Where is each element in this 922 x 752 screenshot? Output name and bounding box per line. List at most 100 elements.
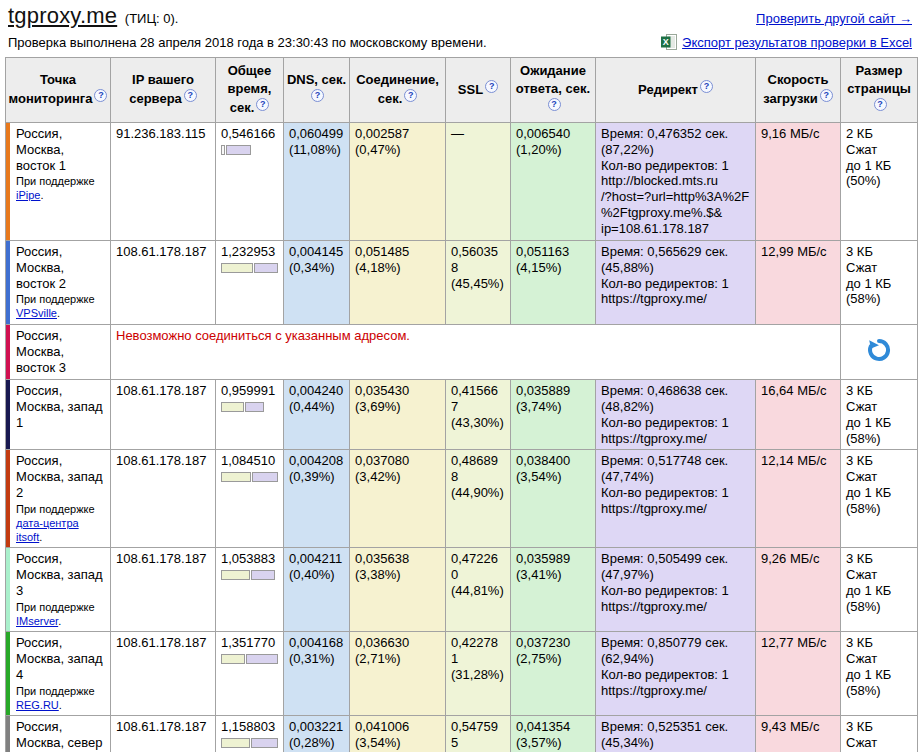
table-row: Россия, Москва, северПри поддержке Hostl… bbox=[6, 716, 918, 752]
support-link[interactable]: IMserver bbox=[16, 615, 58, 627]
ssl-cell: 0,547595(47,26%) bbox=[446, 716, 511, 752]
time-bar-segment bbox=[252, 472, 278, 482]
help-icon[interactable]: ? bbox=[404, 89, 417, 102]
speed-cell: 12,14 МБ/с bbox=[756, 450, 841, 548]
wait-cell: 0,037230(2,75%) bbox=[511, 632, 596, 716]
page-size-cell: 2 КБСжатдо 1 КБ(50%) bbox=[841, 122, 918, 240]
total-time-value: 1,158803 bbox=[221, 719, 275, 734]
time-bar-segment bbox=[221, 263, 253, 273]
col-header-monitoring-point: Точка мониторинга? bbox=[6, 58, 111, 123]
ip-value: 108.61.178.187 bbox=[116, 635, 206, 650]
tic-label: (ТИЦ: 0). bbox=[125, 11, 179, 26]
site-heading: tgproxy.me (ТИЦ: 0). bbox=[8, 3, 178, 29]
ip-cell: 108.61.178.187 bbox=[111, 548, 216, 632]
total-time-value: 1,084510 bbox=[221, 453, 275, 468]
speed-value: 9,43 МБ/с bbox=[761, 719, 819, 734]
sub-bar: Проверка выполнена 28 апреля 2018 года в… bbox=[0, 29, 922, 54]
help-icon[interactable]: ? bbox=[820, 89, 833, 102]
redirect-cell: Время: 0,850779 сек.(62,94%)Кол-во редир… bbox=[596, 632, 756, 716]
monitoring-point-cell: Россия, Москва, восток 1При поддержке iP… bbox=[6, 122, 111, 240]
ssl-cell: — bbox=[446, 122, 511, 240]
col-header-total-time: Общее время, сек.? bbox=[216, 58, 284, 123]
help-icon[interactable]: ? bbox=[548, 98, 561, 111]
support-note: При поддержке REG.RU. bbox=[16, 685, 105, 713]
col-header-wait: Ожидание ответа, сек.? bbox=[511, 58, 596, 123]
ip-value: 108.61.178.187 bbox=[116, 453, 206, 468]
site-title-link[interactable]: tgproxy.me bbox=[8, 3, 117, 28]
location-label: Россия, Москва, восток 1 bbox=[16, 126, 66, 173]
page-size-cell: 3 КБСжатдо 1 КБ(58%) bbox=[841, 716, 918, 752]
excel-icon: X bbox=[661, 34, 677, 50]
page-size-cell: 3 КБСжатдо 1 КБ(58%) bbox=[841, 240, 918, 324]
help-icon[interactable]: ? bbox=[94, 89, 107, 102]
dns-cell: 0,004211(0,40%) bbox=[284, 548, 350, 632]
total-time-value: 1,053883 bbox=[221, 551, 275, 566]
ip-value: 108.61.178.187 bbox=[116, 383, 206, 398]
time-bar-segment bbox=[221, 738, 250, 748]
ssl-cell: 0,486898(44,90%) bbox=[446, 450, 511, 548]
time-bar-segment bbox=[226, 145, 251, 155]
col-header-dns: DNS, сек.? bbox=[284, 58, 350, 123]
speed-value: 9,16 МБ/с bbox=[761, 126, 819, 141]
check-info-text: Проверка выполнена 28 апреля 2018 года в… bbox=[8, 35, 487, 50]
col-header-speed: Скорость загрузки? bbox=[756, 58, 841, 123]
row-accent bbox=[6, 716, 10, 752]
table-row: Россия, Москва, запад 3При поддержке IMs… bbox=[6, 548, 918, 632]
support-link[interactable]: дата-центра itsoft bbox=[16, 517, 79, 543]
support-link[interactable]: iPipe bbox=[16, 189, 40, 201]
time-bar bbox=[221, 145, 278, 155]
page-size-cell: 3 КБСжатдо 1 КБ(58%) bbox=[841, 548, 918, 632]
support-note: При поддержке дата-центра itsoft. bbox=[16, 503, 105, 544]
total-time-cell: 1,053883 bbox=[216, 548, 284, 632]
page-size-cell: 3 КБСжатдо 1 КБ(58%) bbox=[841, 379, 918, 449]
help-icon[interactable]: ? bbox=[485, 80, 498, 93]
help-icon[interactable]: ? bbox=[311, 89, 324, 102]
ssl-cell: 0,560358(45,45%) bbox=[446, 240, 511, 324]
table-row: Россия, Москва, запад 2При поддержке дат… bbox=[6, 450, 918, 548]
help-icon[interactable]: ? bbox=[874, 98, 887, 111]
svg-text:X: X bbox=[663, 37, 669, 47]
export-excel-link[interactable]: Экспорт результатов проверки в Excel bbox=[682, 35, 912, 50]
help-icon[interactable]: ? bbox=[184, 89, 197, 102]
support-link[interactable]: VPSville bbox=[16, 307, 57, 319]
redirect-cell: Время: 0,468638 сек.(48,82%)Кол-во редир… bbox=[596, 379, 756, 449]
ip-cell: 108.61.178.187 bbox=[111, 379, 216, 449]
monitoring-point-cell: Россия, Москва, восток 2При поддержке VP… bbox=[6, 240, 111, 324]
speed-value: 12,77 МБ/с bbox=[761, 635, 827, 650]
redirect-cell: Время: 0,525351 сек.(45,34%)Кол-во редир… bbox=[596, 716, 756, 752]
total-time-value: 1,232953 bbox=[221, 244, 275, 259]
total-time-value: 1,351770 bbox=[221, 635, 275, 650]
speed-value: 12,14 МБ/с bbox=[761, 453, 827, 468]
table-row: Россия, Москва, восток 2При поддержке VP… bbox=[6, 240, 918, 324]
time-bar bbox=[221, 654, 278, 664]
results-tbody: Россия, Москва, восток 1При поддержке iP… bbox=[6, 122, 918, 752]
help-icon[interactable]: ? bbox=[256, 98, 269, 111]
row-accent bbox=[6, 548, 10, 631]
total-time-value: 0,959991 bbox=[221, 383, 275, 398]
time-bar-segment bbox=[245, 402, 264, 412]
total-time-cell: 0,546166 bbox=[216, 122, 284, 240]
dns-cell: 0,004240(0,44%) bbox=[284, 379, 350, 449]
header-row: Точка мониторинга? IP вашего сервера? Об… bbox=[6, 58, 918, 123]
speed-cell: 9,16 МБ/с bbox=[756, 122, 841, 240]
help-icon[interactable]: ? bbox=[700, 80, 713, 93]
check-other-site-link[interactable]: Проверить другой сайт → bbox=[756, 11, 912, 26]
total-time-cell: 1,351770 bbox=[216, 632, 284, 716]
refresh-icon[interactable] bbox=[867, 338, 891, 362]
wait-cell: 0,035989(3,41%) bbox=[511, 548, 596, 632]
table-row: Россия, Москва, восток 1При поддержке iP… bbox=[6, 122, 918, 240]
table-row: Россия, Москва, запад 1108.61.178.1870,9… bbox=[6, 379, 918, 449]
ssl-cell: 0,472260(44,81%) bbox=[446, 548, 511, 632]
location-label: Россия, Москва, запад 4 bbox=[16, 635, 103, 682]
speed-cell: 12,77 МБ/с bbox=[756, 632, 841, 716]
speed-value: 9,26 МБ/с bbox=[761, 551, 819, 566]
location-label: Россия, Москва, север bbox=[16, 719, 103, 750]
ip-cell: 108.61.178.187 bbox=[111, 632, 216, 716]
location-label: Россия, Москва, запад 3 bbox=[16, 551, 103, 598]
ip-value: 91.236.183.115 bbox=[116, 126, 205, 141]
results-table: Точка мониторинга? IP вашего сервера? Об… bbox=[5, 57, 918, 752]
connection-cell: 0,041006(3,54%) bbox=[350, 716, 446, 752]
total-time-cell: 1,084510 bbox=[216, 450, 284, 548]
time-bar-segment bbox=[251, 570, 275, 580]
support-link[interactable]: REG.RU bbox=[16, 699, 59, 711]
